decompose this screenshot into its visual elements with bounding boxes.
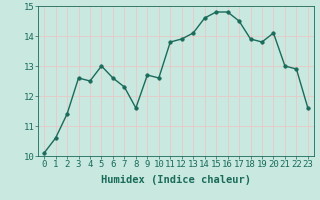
X-axis label: Humidex (Indice chaleur): Humidex (Indice chaleur) [101, 175, 251, 185]
